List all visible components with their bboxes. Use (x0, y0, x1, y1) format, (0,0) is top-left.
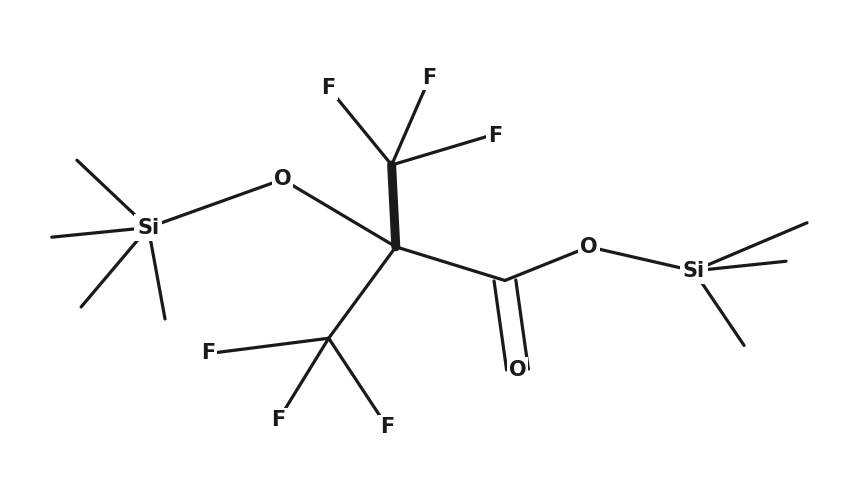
Text: F: F (423, 68, 436, 89)
Text: F: F (488, 126, 503, 146)
Text: F: F (322, 78, 336, 98)
Text: F: F (381, 417, 395, 437)
Text: Si: Si (137, 218, 159, 238)
Text: F: F (201, 343, 216, 363)
Text: F: F (271, 410, 285, 430)
Text: O: O (509, 360, 526, 379)
Text: O: O (580, 237, 598, 257)
Text: O: O (274, 169, 291, 189)
Text: Si: Si (683, 261, 705, 281)
